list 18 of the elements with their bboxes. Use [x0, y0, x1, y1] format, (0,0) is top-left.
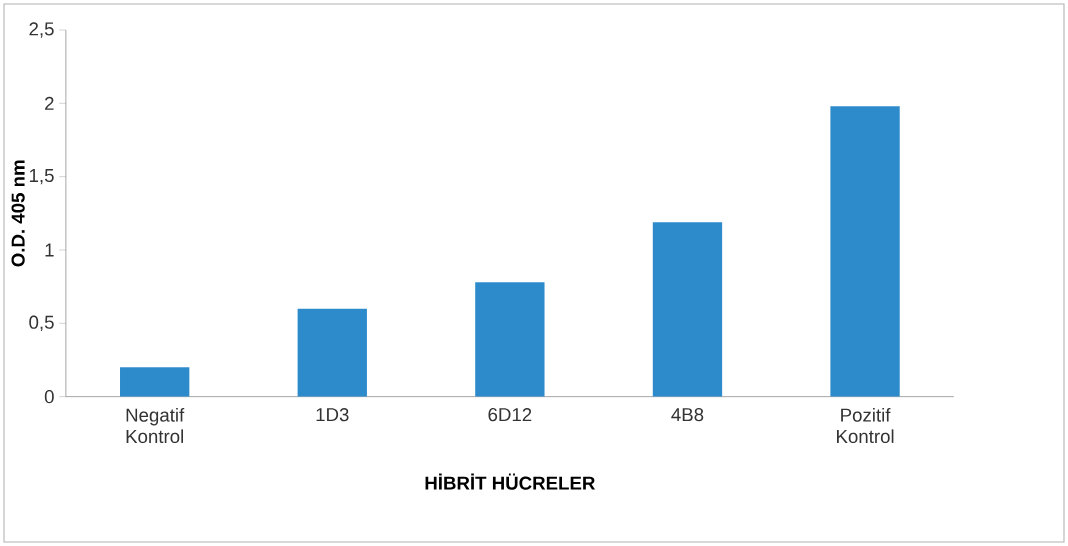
x-tick-label: Pozitif Kontrol — [837, 408, 894, 444]
x-axis-title: HİBRİT HÜCRELER — [425, 473, 596, 490]
y-tick-label: 0 — [44, 390, 54, 404]
bar — [652, 222, 723, 397]
x-tick-label: 1D3 — [316, 408, 349, 422]
y-tick-label: 2 — [45, 96, 54, 110]
y-tick-label: 2,5 — [29, 22, 54, 38]
y-axis-title: O.D. 405 nm — [11, 160, 25, 267]
bar — [830, 106, 900, 397]
bar — [297, 308, 367, 397]
y-tick-label: 1,5 — [29, 169, 54, 185]
y-tick-label: 0,5 — [29, 315, 54, 332]
x-tick-label: Negatif Kontrol — [126, 408, 185, 444]
x-tick-label: 4B8 — [671, 408, 704, 422]
bar — [120, 367, 190, 397]
bar — [475, 282, 545, 397]
y-tick-label: 1 — [45, 243, 54, 257]
x-tick-label: 6D12 — [488, 408, 532, 422]
